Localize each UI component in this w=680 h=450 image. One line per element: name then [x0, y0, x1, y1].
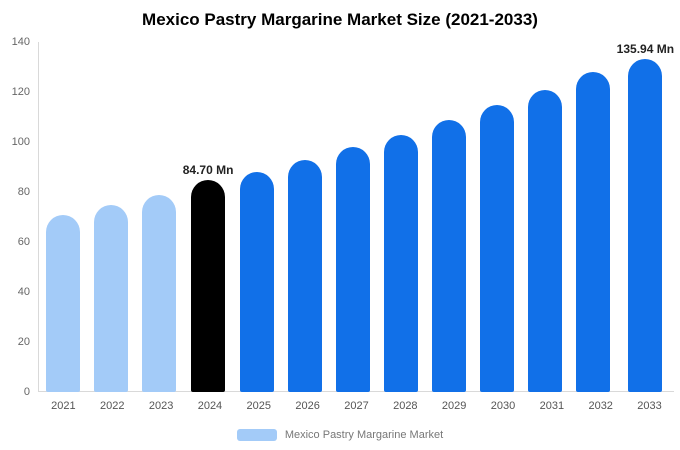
bar-slot-2022 [87, 42, 135, 392]
bar-slot-2023 [135, 42, 183, 392]
x-tick-label-2027: 2027 [344, 400, 369, 412]
x-tick-label-2026: 2026 [295, 400, 320, 412]
y-tick-label: 120 [11, 86, 30, 98]
x-tick-label-2032: 2032 [588, 400, 613, 412]
bar-2030[interactable] [479, 104, 514, 392]
x-tick-label-2022: 2022 [100, 400, 125, 412]
x-tick-label-2033: 2033 [637, 400, 662, 412]
y-tick-label: 100 [11, 136, 30, 148]
y-tick-label: 60 [17, 236, 30, 248]
y-tick-label: 140 [11, 36, 30, 48]
bar-2027[interactable] [336, 147, 371, 392]
x-tick-label-2031: 2031 [539, 400, 565, 412]
bar-2022[interactable] [93, 204, 128, 392]
x-tick-label-2028: 2028 [393, 400, 418, 412]
x-tick-label-2023: 2023 [148, 400, 174, 412]
bar-slot-2028 [377, 42, 425, 392]
bar-value-label-2024: 84.70 Mn [182, 163, 234, 178]
bar-2024[interactable] [191, 180, 226, 392]
legend-swatch [236, 429, 277, 441]
bar-2026[interactable] [288, 159, 323, 392]
y-axis: 0 20 40 60 80 100 120 140 [0, 36, 32, 398]
y-tick-label: 40 [17, 286, 30, 298]
bar-slot-2025 [233, 42, 281, 392]
y-axis-line [38, 42, 39, 392]
y-tick-label: 80 [17, 186, 30, 198]
bar-slot-2032 [569, 42, 617, 392]
bar-2021[interactable] [45, 214, 80, 392]
x-tick-label-2021: 2021 [51, 400, 76, 412]
bar-2032[interactable] [575, 72, 610, 392]
chart-title: Mexico Pastry Margarine Market Size (202… [142, 10, 538, 29]
bar-slot-2021 [39, 42, 87, 392]
plot-area: 84.70 Mn 135.94 Mn [39, 42, 674, 392]
bar-2025[interactable] [240, 172, 275, 392]
bar-value-label-2033: 135.94 Mn [616, 42, 675, 56]
bar-slot-2027 [329, 42, 377, 392]
legend[interactable]: Mexico Pastry Margarine Market [0, 426, 680, 444]
bar-2028[interactable] [384, 134, 419, 392]
x-tick-label-2029: 2029 [441, 400, 467, 412]
bar-slot-2030 [473, 42, 521, 392]
bar-slot-2029 [425, 42, 473, 392]
bar-slot-2024: 84.70 Mn [182, 42, 234, 392]
legend-label: Mexico Pastry Margarine Market [284, 429, 444, 441]
x-axis: 2021 2022 2023 2024 2025 2026 2027 2028 2029 2030… [39, 396, 674, 416]
bar-2033[interactable] [628, 59, 663, 392]
bar-slot-2031 [521, 42, 569, 392]
bar-slot-2026 [281, 42, 329, 392]
y-tick-label: 0 [23, 386, 30, 398]
x-tick-label-2024: 2024 [197, 400, 223, 412]
bar-2031[interactable] [527, 89, 562, 392]
x-tick-label-2025: 2025 [246, 400, 272, 412]
x-tick-label-2030: 2030 [490, 400, 516, 412]
bar-2029[interactable] [432, 119, 466, 392]
y-tick-label: 20 [17, 336, 30, 348]
bar-slot-2033: 135.94 Mn [617, 42, 674, 392]
bar-2023[interactable] [141, 194, 176, 392]
